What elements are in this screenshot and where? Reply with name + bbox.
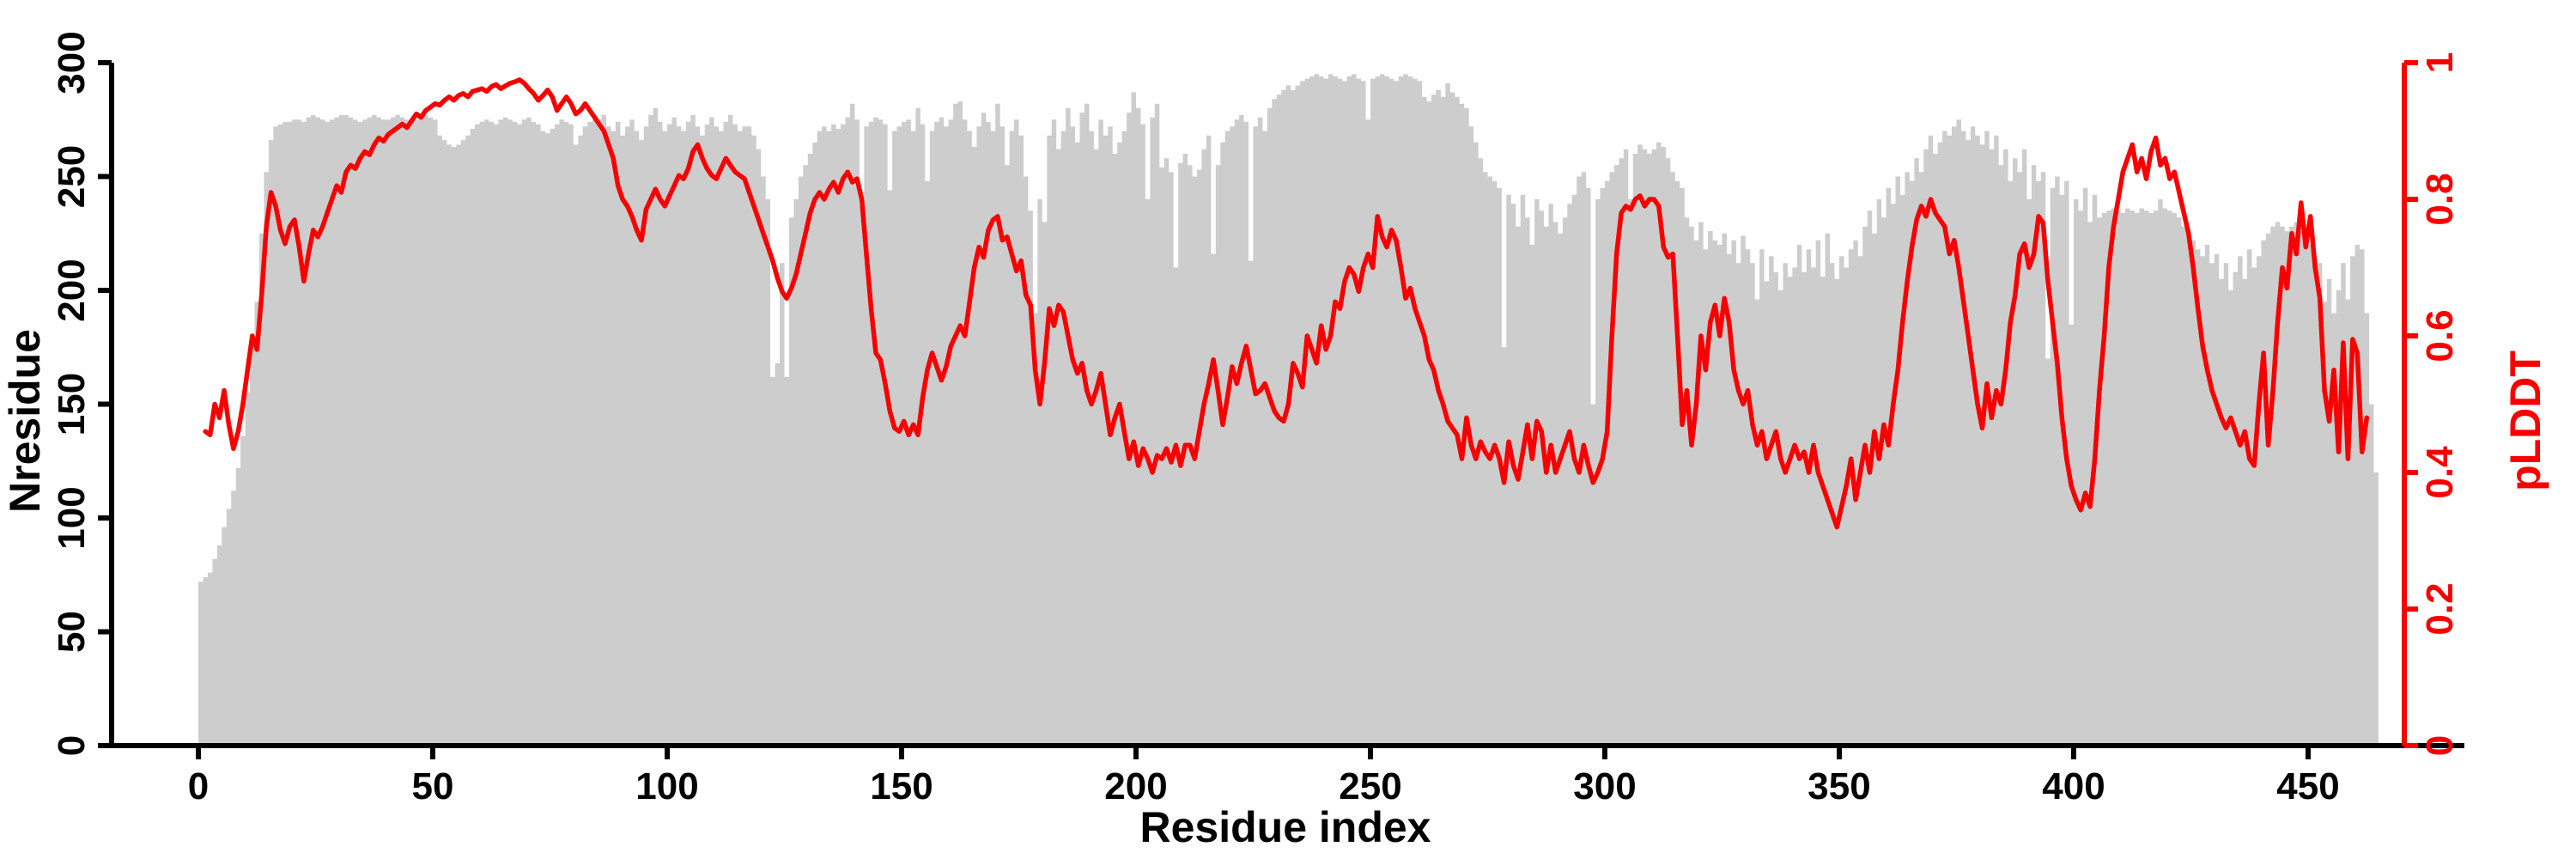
x-tick-label: 0 [188,765,209,807]
y-left-tick-label: 300 [51,31,93,94]
x-tick-label: 300 [1573,765,1636,807]
y-right-tick-label: 0 [2419,735,2461,756]
y-left-tick-label: 250 [51,145,93,208]
plddt-line-series [203,77,2370,530]
x-axis-title: Residue index [1140,803,1431,851]
y-left-axis-title: Nresidue [1,329,49,513]
x-tick-label: 400 [2042,765,2105,807]
x-tick-label: 250 [1339,765,1401,807]
y-left-tick-label: 0 [51,735,93,756]
x-tick-label: 450 [2276,765,2339,807]
y-right-tick-label: 1 [2419,52,2461,73]
y-right-tick-label: 0.6 [2419,309,2461,362]
y-left-tick-label: 50 [51,611,93,653]
x-tick-label: 100 [635,765,698,807]
x-tick-label: 150 [870,765,933,807]
y-left-tick-label: 200 [51,259,93,321]
x-tick-labels: 0 50 100 150 200 250 300 350 400 450 [188,765,2340,807]
y-axis-left [98,60,114,748]
y-right-tick-label: 0.8 [2419,173,2461,225]
y-right-tick-label: 0.2 [2419,582,2461,635]
y-left-tick-label: 100 [51,486,93,549]
x-tick-label: 350 [1807,765,1870,807]
y-left-tick-label: 150 [51,373,93,436]
y-right-axis-title: pLDDT [2501,350,2549,491]
y-left-tick-labels: 0 50 100 150 200 250 300 [51,31,93,756]
y-right-tick-labels: 0 0.2 0.4 0.6 0.8 1 [2419,52,2461,756]
x-tick-label: 50 [412,765,454,807]
x-axis [112,743,2464,759]
y-right-tick-label: 0.4 [2419,446,2461,499]
x-tick-label: 200 [1104,765,1167,807]
y-axis-right [2402,60,2418,748]
